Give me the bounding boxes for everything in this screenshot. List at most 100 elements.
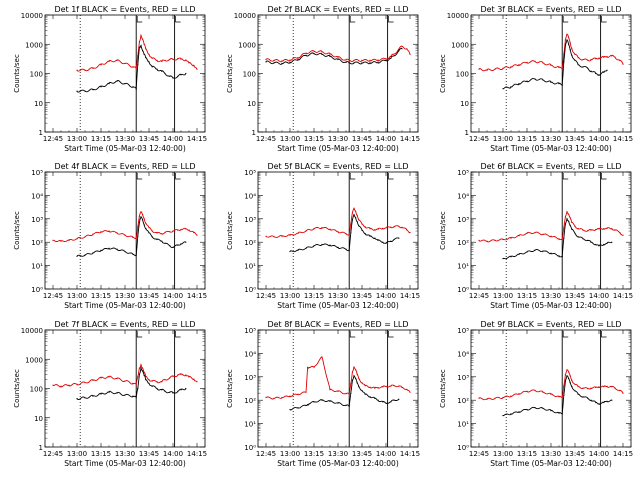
data-point-events [145, 379, 147, 381]
y-tick-label: 10² [244, 397, 256, 405]
data-point-events [169, 245, 171, 247]
data-point-lld [478, 397, 480, 399]
data-point-lld [169, 377, 171, 379]
data-point-lld [329, 389, 331, 391]
data-point-events [568, 43, 570, 45]
data-point-events [382, 401, 384, 403]
y-tick-label: 10⁴ [31, 192, 43, 200]
data-point-lld [185, 59, 187, 61]
data-point-lld [564, 39, 567, 41]
data-point-lld [622, 234, 624, 236]
panel-title: Det 8f BLACK = Events, RED = LLD [267, 320, 408, 329]
data-point-events [577, 64, 579, 66]
y-tick-label: 10¹ [457, 421, 469, 429]
data-point-lld [140, 34, 142, 37]
data-point-events [534, 407, 536, 409]
y-tick-label: 10⁴ [457, 192, 469, 200]
data-point-lld [265, 235, 267, 237]
x-tick-label: 12:45 [469, 450, 489, 458]
data-point-events [100, 86, 102, 88]
data-point-lld [502, 396, 504, 399]
data-point-lld [574, 225, 576, 227]
data-point-events [143, 53, 145, 56]
data-point-lld [590, 387, 592, 389]
x-tick-label: 13:15 [304, 450, 324, 458]
data-point-lld [188, 229, 190, 231]
data-point-events [84, 397, 86, 399]
data-point-events [393, 399, 395, 401]
data-point-events [353, 214, 355, 216]
data-point-events [138, 373, 140, 376]
data-point-lld [361, 223, 363, 225]
data-point-events [401, 48, 403, 50]
data-point-lld [598, 57, 600, 59]
data-point-events [563, 394, 565, 396]
panel-8f: Det 8f BLACK = Events, RED = LLD 10⁰ 10¹ 10… [226, 320, 420, 468]
data-point-lld [382, 386, 384, 388]
series-line-events [76, 216, 187, 257]
data-point-events [76, 398, 78, 400]
data-point-lld [297, 232, 299, 234]
data-point-lld [137, 226, 139, 228]
data-point-lld [180, 58, 182, 60]
series-lld [478, 33, 624, 72]
bracket-mark [136, 173, 143, 180]
y-tick-label: 10⁴ [244, 192, 256, 200]
data-point-events [185, 241, 187, 243]
data-point-lld [151, 57, 153, 59]
bracket-mark [388, 173, 394, 180]
data-point-events [393, 55, 395, 57]
data-point-lld [116, 59, 118, 62]
x-axis-label: Start Time (05-Mar-03 12:40:00) [277, 301, 399, 310]
data-point-events [598, 403, 600, 405]
data-point-events [558, 255, 560, 257]
data-point-lld [188, 62, 190, 64]
bracket-mark [136, 16, 143, 23]
data-point-lld [193, 64, 195, 66]
data-point-events [132, 253, 134, 255]
data-point-lld [390, 226, 392, 228]
data-point-lld [108, 376, 110, 378]
data-point-lld [196, 68, 198, 70]
data-point-events [603, 401, 605, 404]
data-point-lld [377, 228, 379, 230]
data-point-lld [561, 67, 563, 69]
data-point-lld [348, 393, 350, 395]
data-point-lld [297, 393, 299, 395]
data-point-lld [393, 53, 395, 55]
data-point-lld [142, 367, 144, 369]
x-tick-label: 12:45 [256, 292, 276, 300]
x-tick-label: 13:15 [517, 450, 537, 458]
x-tick-label: 13:30 [328, 450, 348, 458]
data-point-lld [348, 59, 350, 62]
data-point-events [582, 66, 584, 68]
data-point-lld [289, 234, 291, 236]
data-point-lld [350, 223, 352, 225]
data-point-lld [145, 48, 147, 50]
data-point-events [305, 404, 307, 406]
data-point-lld [622, 63, 624, 65]
data-point-events [92, 252, 94, 254]
plot-frame [470, 171, 632, 290]
data-point-events [348, 62, 350, 64]
data-point-events [148, 232, 150, 234]
y-tick-label: 10 [460, 100, 469, 108]
data-point-events [561, 256, 563, 258]
data-point-lld [566, 369, 568, 371]
data-point-events [108, 391, 110, 393]
data-point-lld [281, 396, 283, 399]
data-point-events [329, 55, 331, 58]
data-point-lld [364, 385, 366, 387]
data-point-events [329, 244, 331, 246]
data-point-lld [603, 386, 605, 388]
data-point-lld [385, 58, 387, 60]
bracket-mark [562, 173, 569, 180]
data-point-lld [337, 390, 339, 392]
series-line-events [503, 375, 612, 417]
data-point-lld [185, 228, 187, 230]
data-point-lld [587, 59, 589, 62]
data-point-lld [84, 236, 86, 238]
data-point-events [84, 90, 86, 92]
data-point-events [595, 72, 597, 75]
data-point-lld [561, 238, 563, 241]
